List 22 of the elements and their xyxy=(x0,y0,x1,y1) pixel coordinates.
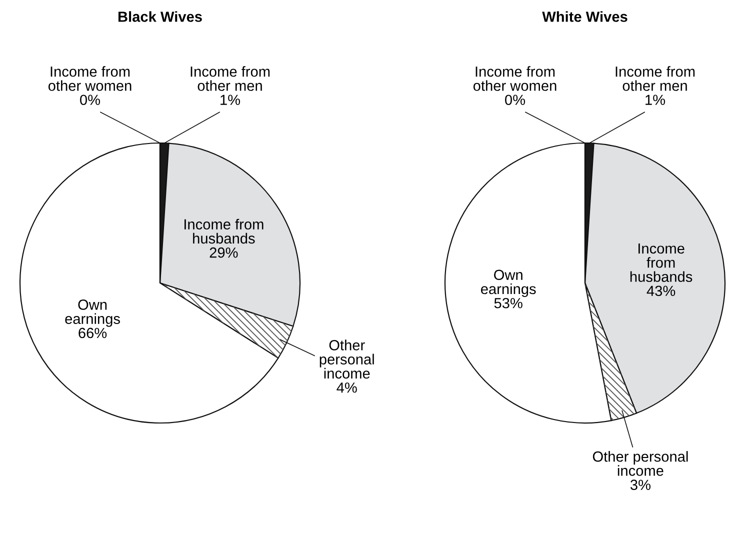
data-label: 1% xyxy=(646,94,666,105)
category-label: Income from other women xyxy=(473,66,556,91)
chart-title: White Wives xyxy=(542,11,628,22)
slice-label: Other personal income xyxy=(592,451,688,476)
text: 0% xyxy=(80,94,100,106)
category-label: Income from other women xyxy=(48,66,132,91)
data-label: 66% xyxy=(78,328,107,338)
data-label: 1% xyxy=(220,94,240,105)
slice-label: Income from other men xyxy=(190,66,270,91)
slice-label: Income from other men xyxy=(616,66,695,91)
slice-label: Own earnings xyxy=(480,270,536,298)
slice-label: Other personal income xyxy=(320,340,374,379)
data-label: 4% xyxy=(336,382,357,393)
chart-title: Black Wives xyxy=(118,11,202,22)
slice-label: Own earnings xyxy=(65,300,120,327)
data-label: 43% xyxy=(646,286,676,296)
data-label: 29% xyxy=(210,247,238,258)
text: 0% xyxy=(505,94,526,106)
data-label: 53% xyxy=(494,298,522,308)
slice-label: Income from husbands xyxy=(184,218,264,244)
data-label: 3% xyxy=(630,480,650,490)
slice-label: Income from husbands xyxy=(630,244,692,282)
